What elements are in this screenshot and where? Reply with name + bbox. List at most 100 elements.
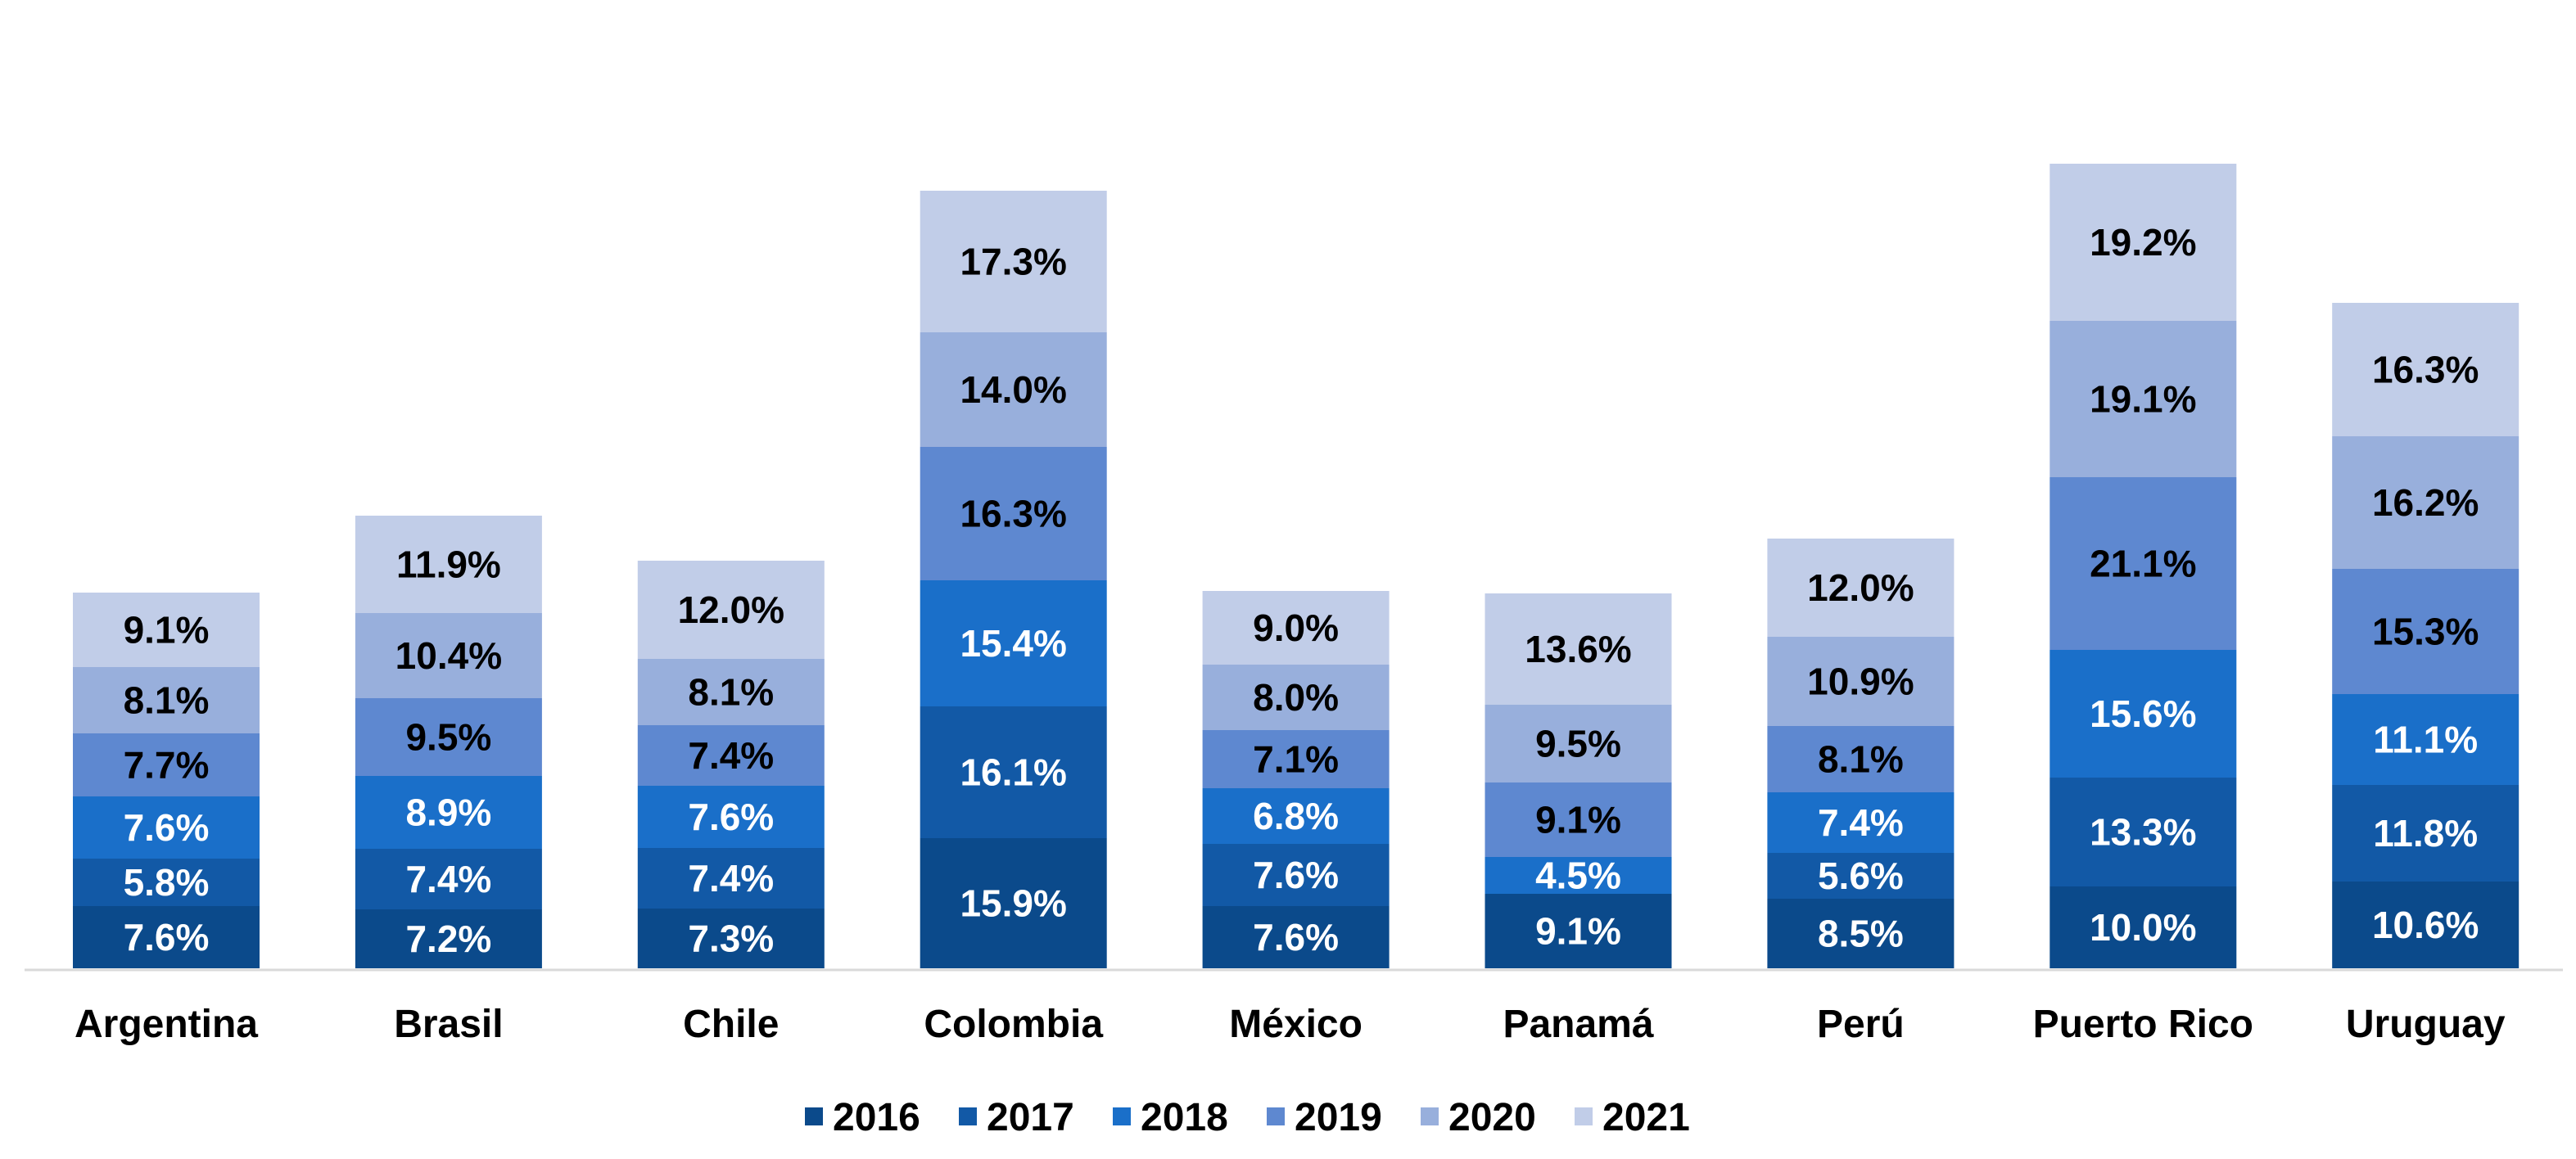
bar-segment-2021 (355, 516, 542, 613)
category-label: Uruguay (2346, 1003, 2506, 1046)
bar-segment-2018 (73, 796, 260, 859)
data-label: 15.9% (960, 882, 1066, 925)
data-label: 19.2% (2090, 221, 2196, 264)
data-label: 7.4% (688, 734, 774, 777)
bar-segment-2020 (2050, 321, 2237, 477)
data-label: 7.1% (1253, 738, 1339, 781)
bar-segment-2021 (73, 593, 260, 667)
bar-segment-2017 (920, 706, 1107, 838)
data-labels-layer: 7.6% 5.8% 7.6% 7.7% 8.1% 9.1% 7.2% 7.4% 8.9% 9.5%… (124, 221, 2479, 960)
data-label: 14.0% (960, 368, 1066, 411)
bar-segment-2019 (1202, 730, 1390, 788)
legend-item: 2016 (805, 1096, 920, 1139)
legend-item: 2019 (1267, 1096, 1382, 1139)
bar-segment-2021 (2050, 164, 2237, 321)
data-label: 8.0% (1253, 676, 1339, 719)
data-label: 7.3% (688, 918, 774, 960)
legend-item: 2020 (1421, 1096, 1536, 1139)
data-label: 16.3% (960, 493, 1066, 535)
bar-segment-2019 (637, 725, 825, 786)
data-label: 7.6% (124, 806, 210, 849)
legend-swatch (1113, 1107, 1131, 1125)
data-label: 7.6% (688, 796, 774, 838)
data-label: 10.4% (395, 634, 502, 677)
data-label: 12.0% (678, 589, 784, 631)
bar-segment-2016 (920, 838, 1107, 968)
data-label: 7.6% (124, 916, 210, 958)
bar-segment-2016 (637, 909, 825, 968)
bar-segment-2019 (2332, 569, 2520, 694)
data-label: 7.6% (1253, 854, 1339, 896)
bar-segment-2020 (73, 667, 260, 733)
bar-segment-2016 (1202, 906, 1390, 968)
bar-segment-2017 (1767, 853, 1955, 899)
data-label: 6.8% (1253, 795, 1339, 837)
bar-segment-2018 (2050, 650, 2237, 778)
bar-segment-2016 (73, 906, 260, 968)
data-label: 9.0% (1253, 607, 1339, 649)
legend-label: 2016 (833, 1096, 920, 1139)
bar-segment-2019 (1767, 726, 1955, 792)
bar-segment-2021 (920, 191, 1107, 332)
legend-item: 2018 (1113, 1096, 1228, 1139)
data-label: 15.4% (960, 622, 1066, 665)
legend-label: 2021 (1602, 1096, 1690, 1139)
data-label: 7.6% (1253, 916, 1339, 958)
data-label: 10.0% (2090, 906, 2196, 949)
data-label: 8.1% (124, 679, 210, 722)
data-label: 19.1% (2090, 378, 2196, 421)
bar-segment-2019 (2050, 477, 2237, 650)
category-label: Colombia (924, 1003, 1103, 1046)
data-label: 15.6% (2090, 692, 2196, 735)
data-label: 13.3% (2090, 811, 2196, 854)
bar-segment-2017 (2050, 778, 2237, 886)
bar-segment-2018 (2332, 694, 2520, 785)
data-label: 16.2% (2372, 481, 2479, 524)
category-labels-layer: Argentina Brasil Chile Colombia México Panamá… (75, 1003, 2506, 1046)
bar-segment-2021 (1485, 593, 1672, 705)
legend-label: 2020 (1448, 1096, 1536, 1139)
legend-label: 2017 (987, 1096, 1074, 1139)
bar-segment-2020 (1202, 665, 1390, 730)
category-label: Panamá (1503, 1003, 1653, 1046)
data-label: 21.1% (2090, 543, 2196, 585)
data-label: 11.8% (2373, 812, 2478, 855)
data-label: 7.4% (405, 858, 491, 900)
bar-segment-2018 (1767, 792, 1955, 853)
bar-segment-2020 (1485, 705, 1672, 782)
bar-segment-2021 (2332, 303, 2520, 436)
bar-segment-2018 (355, 776, 542, 849)
data-label: 9.1% (1535, 799, 1621, 841)
bar-segment-2020 (637, 659, 825, 725)
data-label: 15.3% (2372, 611, 2479, 653)
bar-segment-2021 (1202, 591, 1390, 665)
legend: 2016 2017 2018 2019 2020 2021 (805, 1096, 1690, 1139)
data-label: 10.9% (1807, 661, 1914, 703)
data-label: 16.1% (960, 751, 1066, 794)
bar-segment-2017 (73, 859, 260, 906)
data-label: 7.4% (688, 857, 774, 900)
bar-segment-2016 (2332, 882, 2520, 968)
bars-layer (73, 164, 2520, 968)
bar-segment-2017 (637, 848, 825, 909)
bar-segment-2020 (2332, 436, 2520, 569)
legend-swatch (1421, 1107, 1439, 1125)
bar-segment-2019 (355, 698, 542, 776)
data-label: 16.3% (2372, 349, 2479, 391)
bar-segment-2018 (637, 786, 825, 848)
data-label: 11.9% (396, 543, 501, 586)
data-label: 5.6% (1818, 855, 1904, 897)
data-label: 11.1% (2373, 719, 2478, 761)
category-label: Chile (683, 1003, 779, 1046)
bar-segment-2021 (1767, 539, 1955, 637)
data-label: 7.4% (1818, 801, 1904, 844)
data-label: 9.1% (1535, 910, 1621, 953)
category-label: Brasil (394, 1003, 503, 1046)
data-label: 9.5% (405, 716, 491, 759)
bar-segment-2016 (1767, 899, 1955, 968)
category-label: Argentina (75, 1003, 258, 1046)
data-label: 10.6% (2372, 904, 2479, 946)
legend-swatch (1267, 1107, 1285, 1125)
bar-segment-2017 (1202, 844, 1390, 906)
